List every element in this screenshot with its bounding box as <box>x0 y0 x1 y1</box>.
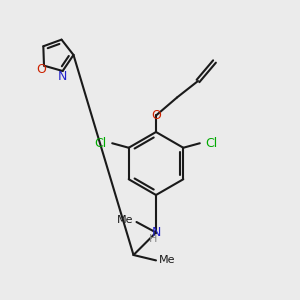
Text: N: N <box>58 70 67 83</box>
Text: N: N <box>151 226 161 239</box>
Text: O: O <box>37 63 46 76</box>
Text: H: H <box>149 234 157 244</box>
Text: Me: Me <box>117 214 134 225</box>
Text: O: O <box>151 109 161 122</box>
Text: Cl: Cl <box>205 137 218 150</box>
Text: Me: Me <box>159 255 175 266</box>
Text: Cl: Cl <box>94 137 107 150</box>
